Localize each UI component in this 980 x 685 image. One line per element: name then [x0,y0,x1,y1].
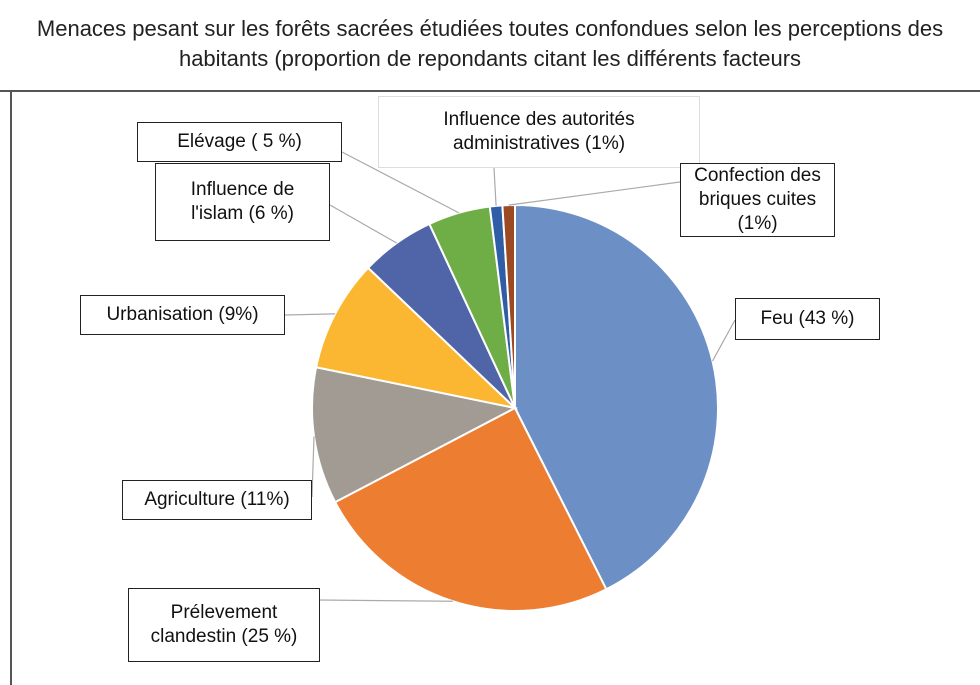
pie-slice [514,203,719,591]
slice-label: Feu (43 %) [735,298,880,340]
pie-slice [333,406,608,612]
leader-line [711,319,736,362]
leader-line [508,181,681,206]
chart-frame [10,92,980,685]
leader-line [341,151,460,214]
title-box: Menaces pesant sur les forêts sacrées ét… [0,0,980,92]
leader-line [311,436,315,498]
slice-label: Confection des briques cuites (1%) [680,163,835,237]
leader-line [317,599,453,602]
slice-label: Influence des autorités administratives … [378,96,700,168]
slice-label: Prélevement clandestin (25 %) [128,588,320,662]
pie-slice [314,266,519,410]
chart-title: Menaces pesant sur les forêts sacrées ét… [36,16,944,71]
slice-label: Urbanisation (9%) [80,295,285,335]
slice-label: Influence de l'islam (6 %) [155,163,330,241]
leader-line [284,313,336,316]
slice-label: Agriculture (11%) [122,480,312,520]
slice-label: Elévage ( 5 %) [137,122,342,162]
leader-line [493,167,497,206]
leader-line [329,204,398,244]
